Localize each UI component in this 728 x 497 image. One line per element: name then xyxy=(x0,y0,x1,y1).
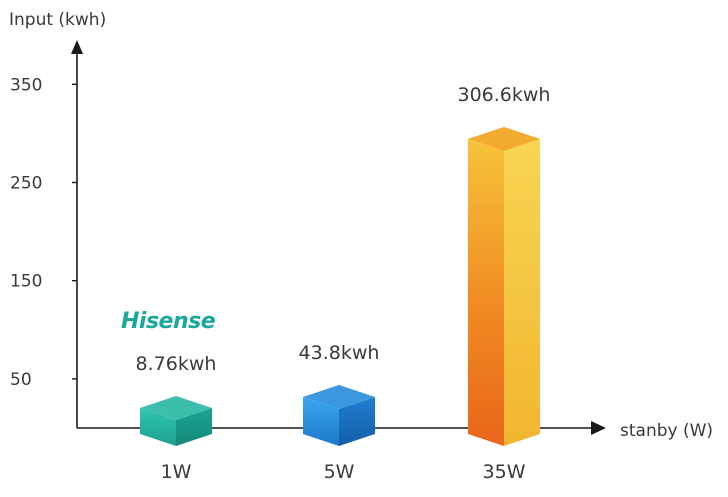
bar-side-face xyxy=(504,138,540,446)
bar-front-face xyxy=(303,396,339,446)
bar-top-face xyxy=(303,384,375,409)
bar-front-face xyxy=(140,408,176,446)
y-tick-label: 250 xyxy=(10,174,42,194)
category-label: 35W xyxy=(483,461,526,483)
bar xyxy=(303,384,375,446)
data-label: 43.8kwh xyxy=(299,342,380,364)
data-label: 306.6kwh xyxy=(458,84,551,106)
hisense-logo-text: Hisense xyxy=(121,309,216,334)
bar-front-face xyxy=(468,138,504,446)
x-axis-label: stanby (W) xyxy=(620,421,713,441)
x-axis-arrow-icon xyxy=(591,421,606,435)
bar-group: 8.76kwh 1W 43.8kwh 5W 306.6kwh 35W xyxy=(136,84,551,483)
y-tick-label: 150 xyxy=(10,272,42,292)
y-tick-label: 350 xyxy=(10,75,42,95)
y-tick-group: 50 150 250 350 xyxy=(10,75,77,390)
y-tick-label: 50 xyxy=(10,370,32,390)
data-label: 8.76kwh xyxy=(136,353,217,375)
bar xyxy=(140,396,212,446)
category-label: 5W xyxy=(324,461,355,483)
bar xyxy=(468,126,540,446)
bar-top-face xyxy=(140,396,212,420)
bar-side-face xyxy=(339,396,375,446)
y-axis-arrow-icon xyxy=(71,40,83,54)
category-label: 1W xyxy=(161,461,192,483)
bar-side-face xyxy=(176,408,212,446)
y-axis-label: Input (kwh) xyxy=(9,10,106,30)
bar-top-face xyxy=(468,126,540,151)
